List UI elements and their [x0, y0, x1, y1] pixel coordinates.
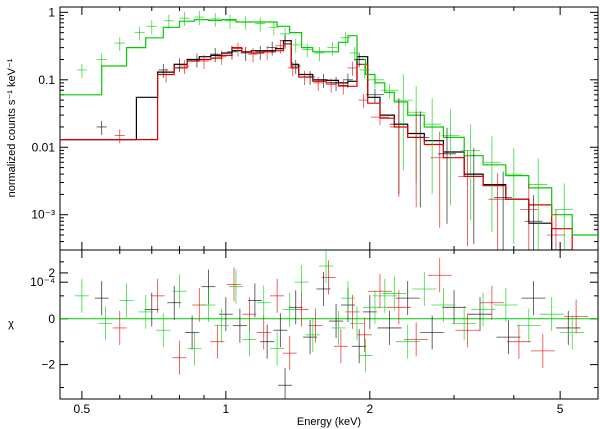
residual-y-axis-label: χ	[8, 318, 14, 330]
spectrum-x-ticks	[81, 7, 561, 250]
residual-x-axis: 0.5 1 2 5	[74, 250, 564, 416]
y-tick-label: 10⁻⁴	[30, 275, 55, 289]
residual-panel: 2 0 −2 0.5 1 2 5 χ Energy (keV)	[8, 249, 599, 428]
model-step-line	[60, 40, 573, 250]
x-tick-label: 1	[223, 402, 230, 416]
x-tick-label: 5	[557, 402, 564, 416]
residual-data-points	[74, 250, 589, 399]
spectrum-y-axis-label: normalized counts s⁻¹ keV⁻¹	[6, 58, 18, 197]
spectrum-plot-frame	[59, 6, 599, 251]
residual-plot-frame	[59, 249, 599, 400]
spectrum-data-points	[76, 11, 574, 250]
x-tick-label: 0.5	[74, 402, 91, 416]
model-step-line	[60, 43, 573, 250]
y-tick-label: 0.1	[38, 73, 55, 87]
y-tick-label: 10⁻³	[31, 208, 55, 222]
x-axis-label: Energy (keV)	[297, 416, 361, 428]
residual-y-tick-label: −2	[41, 358, 55, 372]
residual-y-tick-label: 2	[48, 266, 55, 280]
y-tick-label: 1	[48, 5, 55, 19]
spectrum-models	[60, 19, 598, 250]
model-step-line	[60, 19, 598, 236]
y-tick-label: 0.01	[32, 140, 56, 154]
spectrum-panel: 1 0.1 0.01 10⁻³ 10⁻⁴ normalized counts s⁻¹ k…	[6, 5, 599, 289]
x-tick-label: 2	[366, 402, 373, 416]
spectrum-y-axis: 1 0.1 0.01 10⁻³ 10⁻⁴	[30, 5, 598, 289]
residual-y-tick-label: 0	[48, 312, 55, 326]
